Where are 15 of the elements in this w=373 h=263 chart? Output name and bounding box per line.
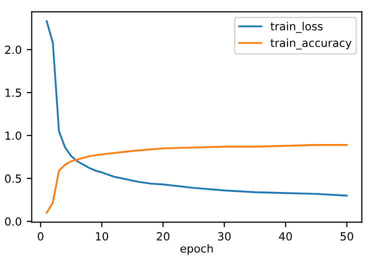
x-tick-label: 40: [279, 232, 292, 241]
y-tick-label: 1.0: [6, 131, 22, 140]
x-tick-label: 50: [340, 232, 354, 241]
y-tick-label: 1.5: [6, 88, 22, 97]
x-tick-label: 0: [38, 232, 44, 241]
y-tick-label: 2.0: [5, 46, 22, 54]
legend-label: train_accuracy: [270, 38, 352, 50]
x-tick-label: 10: [96, 232, 108, 241]
legend-label: train_loss: [270, 22, 323, 33]
x-tick-label: 20: [156, 232, 170, 241]
x-tick-label: 30: [218, 232, 231, 241]
y-tick-label: 0.0: [5, 217, 22, 226]
line-series: [46, 144, 348, 214]
y-tick-label: 0.5: [5, 174, 22, 183]
x-axis-title: epoch: [180, 244, 213, 255]
